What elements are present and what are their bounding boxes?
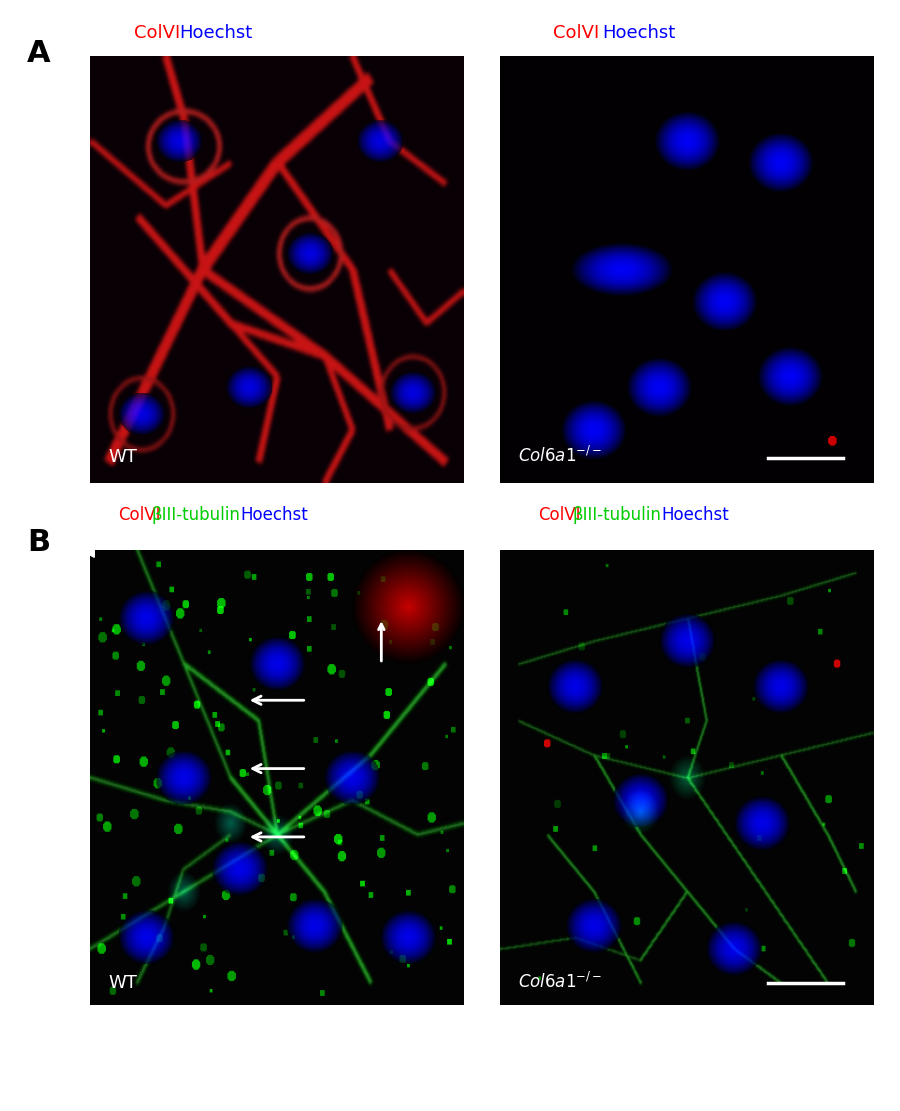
Text: WT: WT [109,448,138,467]
Text: WT: WT [109,973,138,992]
Text: $Col6a1^{-/-}$: $Col6a1^{-/-}$ [518,447,602,467]
Text: Hoechst: Hoechst [240,507,309,524]
Text: Hoechst: Hoechst [661,507,729,524]
Text: B: B [27,528,50,557]
Text: ColVI: ColVI [538,507,581,524]
Text: A: A [27,39,50,68]
Text: $Col6a1^{-/-}$: $Col6a1^{-/-}$ [518,972,602,992]
Text: Hoechst: Hoechst [179,24,253,42]
Text: βIII-tubulin: βIII-tubulin [572,507,661,524]
Text: ColVI: ColVI [553,24,599,42]
Text: ColVI: ColVI [118,507,161,524]
Text: ColVI: ColVI [134,24,181,42]
Text: Hoechst: Hoechst [602,24,676,42]
Text: βIII-tubulin: βIII-tubulin [152,507,240,524]
